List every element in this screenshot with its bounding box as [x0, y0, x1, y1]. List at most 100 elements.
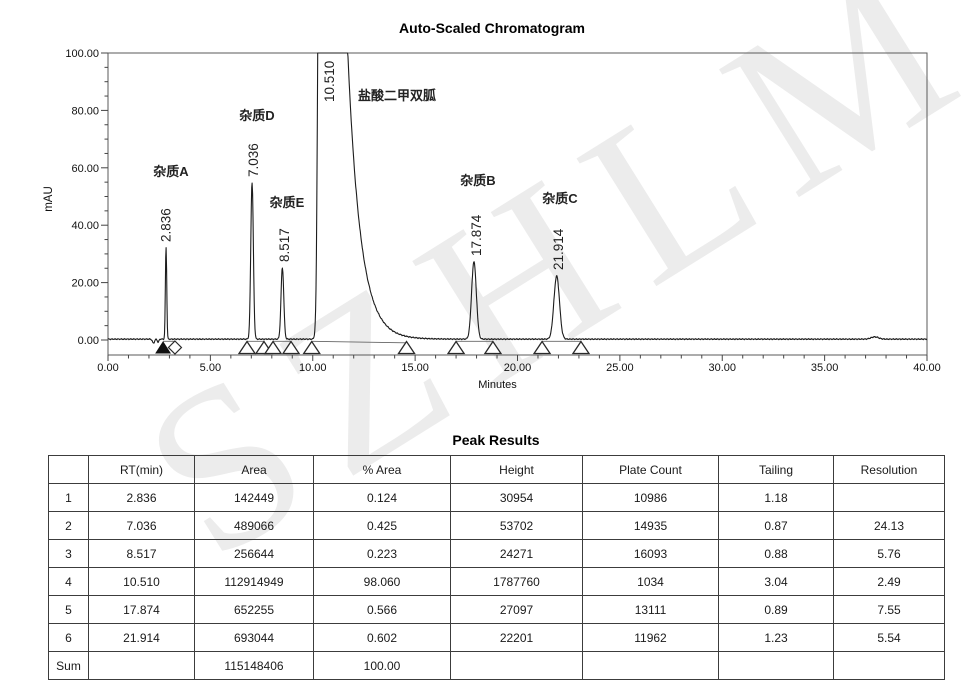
table-cell: 13111 — [582, 595, 719, 624]
table-cell: 2 — [48, 511, 89, 540]
table-cell: 256644 — [194, 539, 314, 568]
x-tick-label: 0.00 — [97, 362, 118, 374]
table-row: 2 7.036 489066 0.425 53702 14935 0.87 24.13 — [48, 511, 945, 540]
peak-boundary-triangle-marker — [571, 340, 591, 355]
table-cell — [833, 651, 945, 680]
table-cell: 489066 — [194, 511, 314, 540]
y-tick-label: 40.00 — [71, 220, 99, 232]
x-tick-label: 15.00 — [401, 362, 429, 374]
filled-triangle-marker — [155, 341, 171, 354]
peak-rt-label: 17.874 — [469, 214, 484, 256]
table-cell: 11962 — [582, 623, 719, 652]
peak-boundary-triangle-marker — [302, 340, 321, 355]
table-cell: 100.00 — [313, 651, 451, 680]
table-header-cell: Tailing — [718, 455, 834, 484]
table-header-cell: Plate Count — [582, 455, 719, 484]
table-cell: 1034 — [582, 567, 719, 596]
table-cell: 0.89 — [718, 595, 834, 624]
table-cell: 0.223 — [313, 539, 451, 568]
table-cell — [582, 651, 719, 680]
x-tick-label: 30.00 — [708, 362, 736, 374]
table-cell: 693044 — [194, 623, 314, 652]
table-row: Sum 115148406 100.00 — [48, 651, 945, 680]
x-tick-label: 35.00 — [811, 362, 839, 374]
table-row: 4 10.510 112914949 98.060 1787760 1034 3.04 2.4… — [48, 567, 945, 596]
table-cell: 7.036 — [88, 511, 195, 540]
x-tick-label: 10.00 — [299, 362, 327, 374]
table-cell: 98.060 — [313, 567, 451, 596]
peak-boundary-triangle-marker — [281, 340, 301, 355]
table-header-cell: Height — [450, 455, 583, 484]
table-header-cell: % Area — [313, 455, 451, 484]
table-header-cell — [48, 455, 89, 484]
peak-name-label: 杂质E — [270, 195, 305, 210]
table-cell: 21.914 — [88, 623, 195, 652]
table-cell: 8.517 — [88, 539, 195, 568]
peak-name-label: 杂质D — [239, 108, 274, 123]
peak-name-label: 盐酸二甲双胍 — [358, 88, 436, 103]
table-header-cell: Resolution — [833, 455, 945, 484]
table-cell: 142449 — [194, 483, 314, 512]
table-cell: 5.54 — [833, 623, 945, 652]
peak-boundary-triangle-marker — [532, 340, 552, 355]
table-cell: 1.23 — [718, 623, 834, 652]
y-tick-label: 20.00 — [71, 278, 99, 290]
x-tick-label: 25.00 — [606, 362, 634, 374]
table-cell: 22201 — [450, 623, 583, 652]
table-row: 5 17.874 652255 0.566 27097 13111 0.89 7.55 — [48, 595, 945, 624]
plot-border — [107, 52, 928, 356]
table-cell: 16093 — [582, 539, 719, 568]
table-header-cell: RT(min) — [88, 455, 195, 484]
table-cell: 112914949 — [194, 567, 314, 596]
peak-rt-label: 10.510 — [322, 61, 337, 102]
peak-rt-label: 21.914 — [551, 228, 566, 270]
table-row: 3 8.517 256644 0.223 24271 16093 0.88 5.76 — [48, 539, 945, 568]
table-cell: 0.88 — [718, 539, 834, 568]
table-cell: 1787760 — [450, 567, 583, 596]
table-cell: 53702 — [450, 511, 583, 540]
diamond-marker — [167, 340, 183, 355]
table-cell — [450, 651, 583, 680]
peak-boundary-triangle-marker — [446, 340, 466, 355]
chart-title: Auto-Scaled Chromatogram — [399, 20, 585, 36]
table-cell: 5 — [48, 595, 89, 624]
table-cell: 652255 — [194, 595, 314, 624]
table-cell: 0.566 — [313, 595, 451, 624]
table-cell — [88, 651, 195, 680]
table-cell: 3.04 — [718, 567, 834, 596]
y-tick-label: 80.00 — [71, 105, 99, 117]
table-cell: 10.510 — [88, 567, 195, 596]
table-cell: Sum — [48, 651, 89, 680]
table-cell: 17.874 — [88, 595, 195, 624]
y-axis-label: mAU — [43, 186, 55, 212]
table-cell — [718, 651, 834, 680]
table-cell: 0.602 — [313, 623, 451, 652]
x-axis-label: Minutes — [478, 379, 517, 391]
table-cell: 10986 — [582, 483, 719, 512]
table-cell: 0.425 — [313, 511, 451, 540]
table-cell: 4 — [48, 567, 89, 596]
table-header-cell: Area — [194, 455, 314, 484]
peak-boundary-triangle-marker — [263, 340, 283, 355]
peak-name-label: 杂质C — [542, 191, 578, 206]
table-header-row: RT(min) Area% Area Height Plate Count Tailin… — [48, 455, 945, 484]
peak-rt-label: 8.517 — [277, 228, 292, 262]
table-cell: 6 — [48, 623, 89, 652]
table-row: 6 21.914 693044 0.602 22201 11962 1.23 5.54 — [48, 623, 945, 652]
table-row: 1 2.836 142449 0.124 30954 10986 1.18 — [48, 483, 945, 512]
table-cell: 2.836 — [88, 483, 195, 512]
table-cell: 5.76 — [833, 539, 945, 568]
table-cell: 24.13 — [833, 511, 945, 540]
table-cell: 1 — [48, 483, 89, 512]
y-tick-label: 100.00 — [65, 48, 99, 60]
y-tick-label: 0.00 — [78, 335, 99, 347]
peak-boundary-triangle-marker — [483, 340, 503, 355]
table-cell: 0.124 — [313, 483, 451, 512]
peak-rt-label: 7.036 — [246, 143, 261, 177]
chromatogram-trace — [107, 52, 928, 344]
chromatogram-plot: 0.00 20.00 40.00 60.00 80.00 100.00 mAU 0.00 5.0… — [43, 48, 941, 391]
x-tick-label: 40.00 — [913, 362, 941, 374]
table-cell: 7.55 — [833, 595, 945, 624]
y-tick-label: 60.00 — [71, 163, 99, 175]
